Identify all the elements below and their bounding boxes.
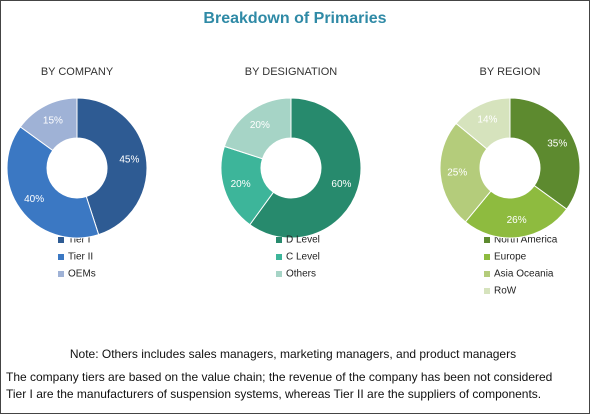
- legend-swatch: [484, 237, 490, 243]
- legend-label: OEMs: [68, 269, 96, 280]
- data-label: 14%: [477, 115, 497, 126]
- data-label: 20%: [250, 120, 270, 131]
- chart-subtitle: BY DESIGNATION: [245, 66, 338, 78]
- legend-label: RoW: [494, 286, 517, 297]
- legend-swatch: [484, 254, 490, 260]
- donut-segment: [439, 122, 492, 223]
- legend-label: C Level: [286, 252, 320, 263]
- donut-segment: [249, 97, 362, 239]
- chart-title: Breakdown of Primaries: [203, 10, 386, 27]
- legend-label: Asia Oceania: [494, 269, 554, 280]
- donut-segment: [6, 126, 100, 239]
- legend-label: Europe: [494, 252, 527, 263]
- note: The company tiers are based on the value…: [6, 370, 552, 384]
- legend-swatch: [58, 271, 64, 277]
- data-label: 20%: [231, 179, 251, 190]
- legend-swatch: [484, 288, 490, 294]
- legend-swatch: [58, 254, 64, 260]
- data-label: 35%: [547, 139, 567, 150]
- donut-segment: [223, 97, 292, 160]
- legend-label: D Level: [286, 235, 320, 246]
- legend-swatch: [484, 271, 490, 277]
- donut-segment: [76, 97, 148, 236]
- note: Note: Others includes sales managers, ma…: [70, 347, 516, 361]
- legend-swatch: [276, 271, 282, 277]
- data-label: 60%: [331, 179, 351, 190]
- donut-segment: [455, 97, 511, 150]
- data-label: 26%: [507, 215, 527, 226]
- legend-label: North America: [494, 235, 558, 246]
- donut-segment: [464, 184, 568, 239]
- legend-label: Tier I: [68, 235, 90, 246]
- data-label: 25%: [447, 168, 467, 179]
- donut-segment: [19, 97, 78, 152]
- legend-swatch: [276, 254, 282, 260]
- data-label: 15%: [43, 115, 63, 126]
- legend-swatch: [58, 237, 64, 243]
- legend-label: Others: [286, 269, 316, 280]
- data-label: 45%: [119, 154, 139, 165]
- donut-segment: [509, 97, 581, 210]
- legend-label: Tier II: [68, 252, 93, 263]
- legend-swatch: [276, 237, 282, 243]
- note: Tier I are the manufacturers of suspensi…: [6, 387, 541, 401]
- data-label: 40%: [24, 194, 44, 205]
- chart-subtitle: BY REGION: [480, 66, 541, 78]
- chart-subtitle: BY COMPANY: [41, 66, 114, 78]
